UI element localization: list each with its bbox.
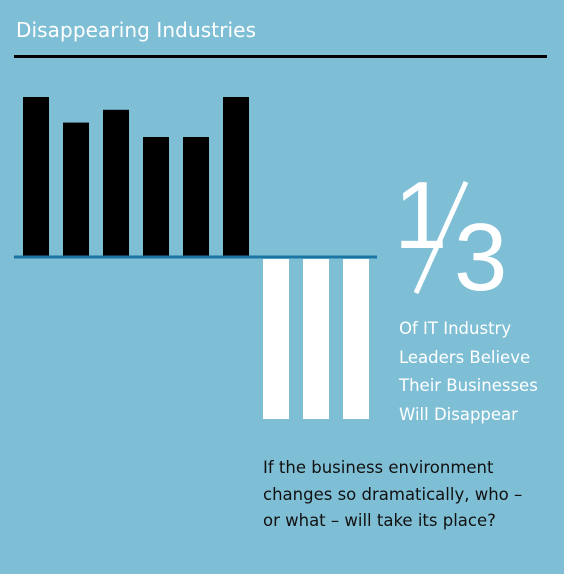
bar-up xyxy=(23,97,49,257)
bar-up xyxy=(223,97,249,257)
bar-down xyxy=(343,259,369,419)
bar-up xyxy=(143,137,169,257)
bar-group xyxy=(23,97,369,419)
caption-line: Will Disappear xyxy=(399,404,518,424)
caption-line: Of IT Industry xyxy=(399,319,512,338)
bar-up xyxy=(183,137,209,257)
title-divider xyxy=(14,55,547,58)
fraction-denominator: 3 xyxy=(454,204,507,300)
caption-line: Their Businesses xyxy=(399,376,538,395)
stat-caption: Of IT Industry Leaders Believe Their Bus… xyxy=(399,315,559,429)
bar-down xyxy=(263,259,289,419)
bar-down xyxy=(303,259,329,419)
fraction-slash xyxy=(413,180,469,295)
caption-line: Leaders Believe xyxy=(399,347,531,367)
page-title: Disappearing Industries xyxy=(16,18,257,42)
closing-question: If the business environment changes so d… xyxy=(263,455,553,535)
question-line: changes so dramatically, who – xyxy=(263,484,523,504)
question-line: If the business environment xyxy=(263,458,494,477)
question-line: or what – will take its place? xyxy=(263,511,496,530)
bar-up xyxy=(103,109,129,257)
bar-up xyxy=(63,122,89,257)
one-third-fraction: 1 3 xyxy=(394,172,507,300)
fraction-numerator: 1 xyxy=(394,172,447,269)
